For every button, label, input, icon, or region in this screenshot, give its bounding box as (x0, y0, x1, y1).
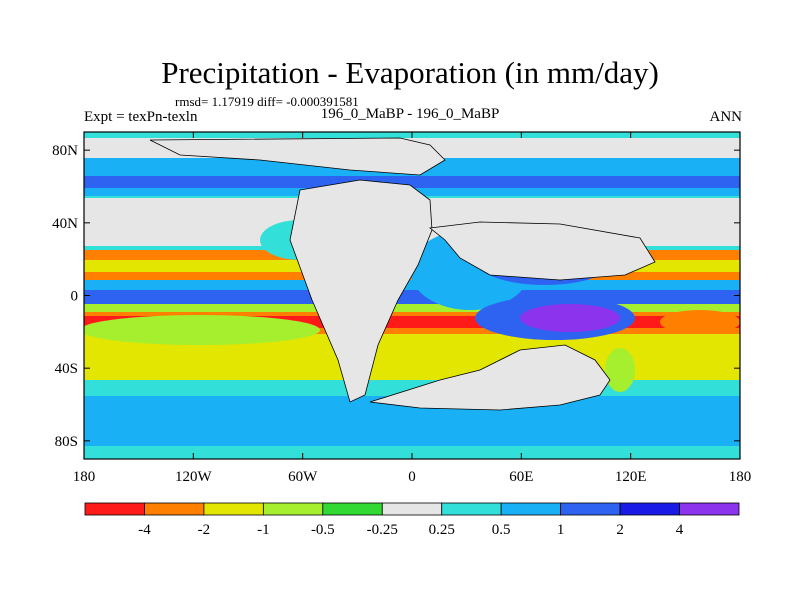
colorbar-swatch (322, 502, 383, 516)
colorbar-swatch (84, 502, 145, 516)
south-wet-core (520, 304, 620, 332)
case-label: 196_0_MaBP - 196_0_MaBP (320, 106, 500, 122)
lat-tick-label: 80S (55, 434, 78, 450)
antarctic-band (84, 446, 740, 459)
colorbar: -4 -2 -1 -0.5 -0.25 0.25 0.5 1 2 4 (84, 502, 740, 538)
lon-tick-label: 60W (288, 469, 318, 485)
colorbar-label: 2 (616, 522, 624, 538)
colorbar-swatch (679, 502, 740, 516)
lon-tick-label: 180 (73, 469, 96, 485)
itcz-core (84, 290, 740, 304)
lat-tick-label: 40S (55, 361, 78, 377)
north-storm-track-core (84, 176, 740, 188)
lon-tick-label: 0 (408, 469, 416, 485)
north-continent (429, 221, 656, 281)
season-label: ANN (709, 109, 743, 125)
south-pacific-convergence (84, 315, 320, 345)
lon-tick-label: 60E (509, 469, 533, 485)
colorbar-label: 4 (676, 522, 684, 538)
lat-tick-label: 0 (71, 289, 79, 305)
colorbar-swatch (500, 502, 562, 516)
lat-tick-label: 80N (52, 143, 78, 159)
colorbar-label: -0.25 (367, 522, 398, 538)
colorbar-swatch (262, 502, 324, 516)
colorbar-swatch (381, 502, 443, 516)
north-east-pacific-band (100, 220, 220, 240)
latitude-ticks: 80N 40N 0 40S 80S (52, 143, 740, 450)
lat-tick-label: 40N (52, 216, 78, 232)
colorbar-label: -2 (198, 522, 211, 538)
longitude-ticks: 180 120W 60W 0 60E 120E 180 (73, 132, 752, 485)
south-transition-band (84, 304, 740, 312)
east-continent-dry (605, 348, 635, 392)
south-continent (369, 344, 611, 411)
colorbar-swatch (144, 502, 205, 516)
lon-tick-label: 120W (175, 469, 213, 485)
colorbar-swatch (560, 502, 621, 516)
colorbar-swatch (441, 502, 502, 516)
colorbar-label: 1 (557, 522, 565, 538)
lon-tick-label: 180 (729, 469, 752, 485)
colorbar-label: -4 (138, 522, 151, 538)
rmsd-diff-stats: rmsd= 1.17919 diff= -0.000391581 (175, 94, 359, 109)
colorbar-label: 0.5 (492, 522, 511, 538)
experiment-label: Expt = texPn-texln (84, 109, 198, 125)
west-continent (289, 179, 433, 403)
east-dry-region (660, 310, 740, 334)
colorbar-swatch (203, 502, 264, 516)
colorbar-label: -1 (257, 522, 270, 538)
colorbar-label: 0.25 (429, 522, 455, 538)
lon-tick-label: 120E (615, 469, 647, 485)
colorbar-label: -0.5 (311, 522, 335, 538)
plot-title: Precipitation - Evaporation (in mm/day) (161, 55, 659, 90)
colorbar-swatch (619, 502, 680, 516)
arctic-land (149, 137, 446, 176)
precip-evap-field (84, 132, 740, 459)
itcz-band (84, 280, 740, 290)
